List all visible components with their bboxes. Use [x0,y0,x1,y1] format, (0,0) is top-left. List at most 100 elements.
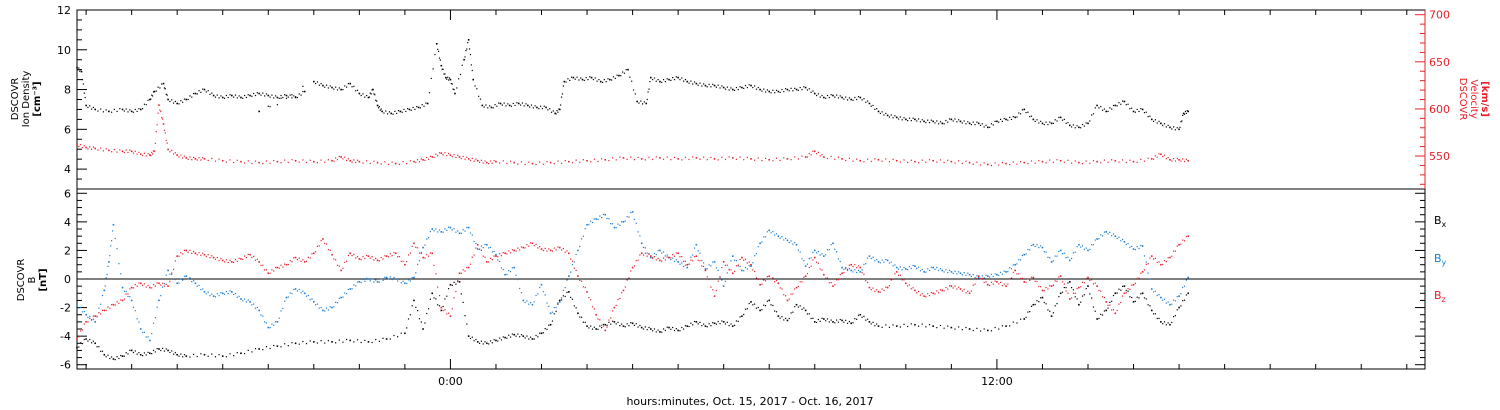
field-point-by [389,276,391,278]
field-point-bz [755,277,758,279]
field-point-bz [570,258,572,260]
field-point-bx [435,298,437,300]
velocity-point [376,161,379,164]
density-point [145,104,147,106]
density-point [788,90,790,92]
field-point-bx [731,325,734,327]
density-point [525,103,527,105]
density-point [401,111,403,113]
field-point-bz [874,290,876,292]
field-point-by [375,279,377,281]
field-point-by [225,290,227,293]
density-point [214,96,217,98]
field-point-bx [804,309,807,312]
field-point-bx [755,307,758,309]
field-point-by [735,260,738,262]
density-point [655,80,657,82]
density-point [558,108,561,111]
density-point [925,121,927,124]
field-point-by [624,220,626,222]
field-point-bz [826,277,829,279]
field-point-bz [775,280,778,282]
density-point [923,120,925,123]
field-point-by [284,300,286,302]
field-point-by [114,237,116,240]
density-point [721,85,723,87]
field-point-bz [517,247,519,249]
field-point-bz [404,263,406,266]
density-point [620,75,622,77]
field-point-bx [830,319,832,321]
field-point-bx [834,322,836,324]
field-point-by [125,290,127,293]
field-point-bx [455,283,457,285]
field-point-bz [1078,286,1080,289]
density-point [447,76,449,78]
field-point-by [1109,231,1111,233]
field-point-bz [1187,235,1189,237]
velocity-point [604,158,607,161]
velocity-point [954,162,956,164]
field-point-bx [526,335,528,337]
field-point-by [1147,272,1149,274]
density-point [423,105,425,107]
field-point-bx [548,324,550,326]
field-point-bz [413,242,415,245]
density-point [356,89,359,91]
field-point-bx [189,356,191,358]
y-tick-label-field: 6 [64,187,71,200]
velocity-point [451,156,453,158]
field-point-by [482,247,484,249]
density-point [936,120,938,122]
velocity-point [152,150,155,152]
density-point [1063,118,1065,120]
field-point-by [1001,273,1003,275]
field-point-by [821,253,823,255]
density-point [1152,120,1155,122]
velocity-point [458,156,461,158]
density-point [383,112,385,114]
density-point [1129,108,1131,110]
field-point-bz [380,256,382,259]
field-point-bx [192,353,195,355]
velocity-point [743,159,745,161]
density-point [358,92,361,95]
velocity-point [130,150,133,153]
density-point [569,79,571,82]
field-point-bz [830,282,832,284]
velocity-point [524,163,526,165]
density-point [1049,121,1051,123]
density-point [693,81,696,83]
field-point-by [932,266,934,269]
field-point-by [897,268,900,270]
velocity-point [89,146,91,148]
field-point-bx [958,326,960,328]
density-point [952,120,954,122]
field-point-bz [648,253,650,255]
field-point-by [85,313,87,316]
field-point-by [435,228,437,230]
velocity-point [391,161,393,163]
field-point-bz [890,279,892,281]
density-point [704,84,707,87]
density-point [162,82,165,85]
density-point [640,100,642,102]
density-point [821,94,823,97]
density-point [1074,127,1076,129]
field-point-bx [606,324,608,326]
field-point-by [234,292,237,295]
velocity-point [939,159,942,161]
field-point-by [1182,286,1184,289]
field-point-bx [907,325,909,328]
field-point-bz [699,260,701,262]
density-point [347,82,350,85]
field-point-bz [249,253,251,256]
field-point-bx [688,325,690,328]
field-point-bz [198,252,200,254]
field-point-bz [675,252,677,254]
field-point-by [519,287,521,290]
field-point-by [881,259,883,261]
velocity-point [81,147,84,149]
field-point-bx [83,338,85,341]
